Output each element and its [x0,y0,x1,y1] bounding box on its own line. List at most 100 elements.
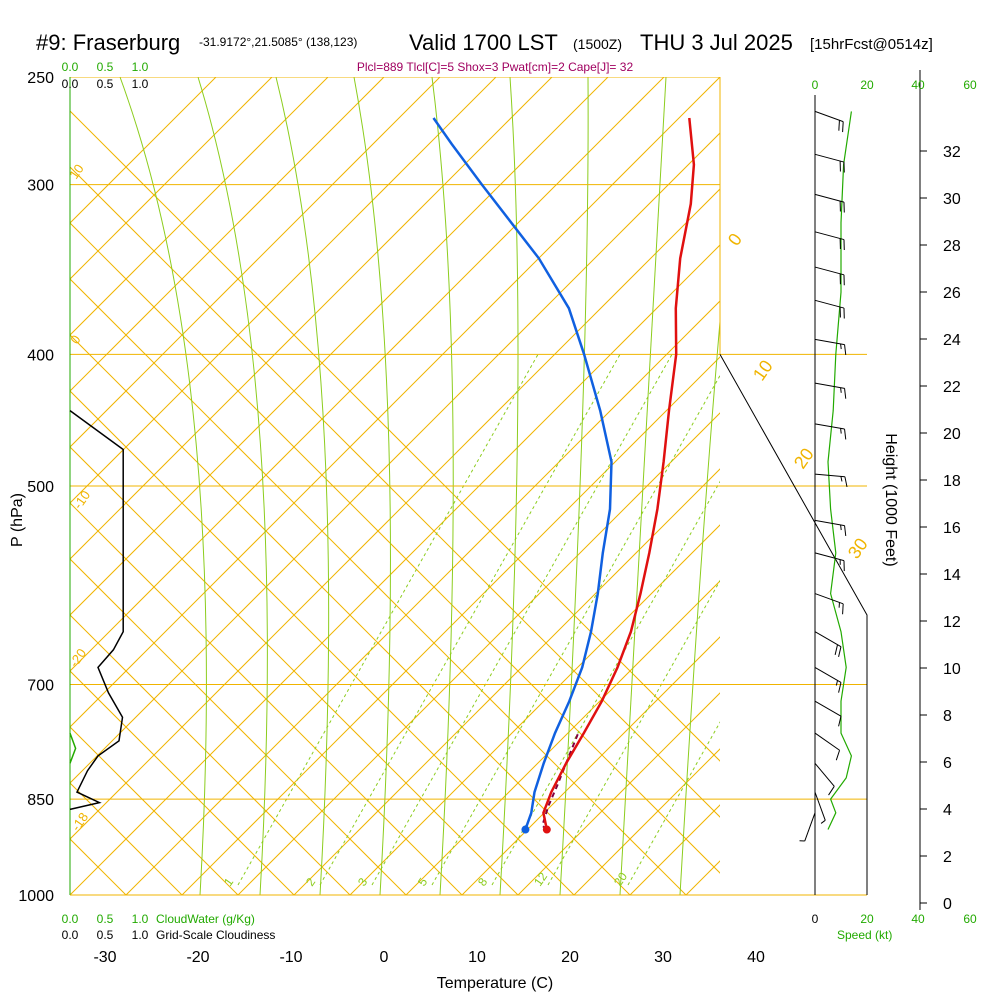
wind-barb [814,519,847,537]
wind-barb [814,732,841,761]
dry-adiabat [70,77,497,504]
wind-barb-flag [844,388,847,399]
dry-adiabat [70,558,407,895]
dry-adiabat [70,278,687,895]
wind-barb-flag [838,682,842,693]
height-tick-label: 20 [943,426,961,443]
height-tick-label: 16 [943,520,961,537]
wind-barb [814,266,845,286]
mixing-ratio-line [491,480,720,886]
wind-barb-staff [814,552,845,562]
wind-barb-staff [804,812,816,842]
height-tick-label: 32 [943,144,961,161]
mixing-ratio-label: 20 [611,869,630,888]
dry-adiabat-label: -18 [68,810,91,834]
wind-barb [814,423,847,440]
wind-barb-flag [835,750,841,761]
dry-adiabat [70,390,575,895]
speed-label: Speed (kt) [837,928,892,942]
wind-barb [799,812,816,842]
wind-barb-staff [814,193,845,203]
dry-adiabat [70,502,463,895]
dry-adiabat [70,77,385,392]
dry-adiabat [405,580,720,895]
dry-adiabat-label: -10 [70,488,93,512]
cloudwater-tick-top: 0.5 [97,60,114,74]
wind-barb-staff [814,631,842,648]
mixing-ratio-label: 5 [415,875,430,889]
dry-adiabat [70,726,239,895]
dry-adiabat [70,244,720,895]
dry-adiabat [70,110,720,762]
wind-barb [814,193,845,213]
speed-tick-bottom: 60 [963,912,977,926]
wind-barb-staff [814,519,845,527]
wind-barb [814,338,847,356]
wind-speed-line [827,111,853,830]
speed-tick-bottom: 0 [812,912,819,926]
cloudiness-tick-top: 0.0 [62,77,79,91]
wind-barb [814,153,845,173]
x-axis-title: Temperature (C) [437,975,553,992]
wind-barb-staff [814,299,845,309]
background-grid [70,77,720,895]
wind-barb-half [820,819,826,824]
dry-adiabat [70,222,720,874]
dry-adiabat [461,636,720,895]
temperature-tick-label: -20 [186,949,209,966]
cloudiness-label: Grid-Scale Cloudiness [156,928,275,942]
wind-barb-staff [814,667,842,683]
wind-barb-staff [814,338,845,346]
wind-barb-flag [838,120,840,131]
moist-adiabat [559,77,589,895]
moist-adiabat [679,315,720,895]
surface-temperature-marker [542,825,551,834]
dry-adiabat [70,894,71,895]
parcel-line [541,732,580,831]
temperature-tick-label: -10 [279,949,302,966]
wind-barb-flag [828,786,835,796]
speed-tick-bottom: 20 [860,912,874,926]
cloudwater-tick-bottom: 0.0 [62,912,79,926]
temperature-tick-label: 40 [747,949,765,966]
speed-tick-top: 0 [812,78,819,92]
cloudwater-label: CloudWater (g/Kg) [156,912,255,926]
dry-adiabat [70,77,329,336]
wind-barb-staff [814,473,845,478]
wind-barb-flag [842,603,844,615]
wind-barb-half [840,343,842,350]
height-tick-label: 28 [943,238,961,255]
moist-adiabat [353,77,391,895]
wind-barb-staff [814,791,826,821]
wind-barb [814,667,842,693]
cloudiness-tick-bottom: 0.0 [62,928,79,942]
pressure-tick-label: 400 [27,347,54,364]
valid-time: Valid 1700 LST [409,30,558,55]
pressure-tick-label: 500 [27,479,54,496]
temperature-tick-label: 30 [654,949,672,966]
height-tick-label: 12 [943,614,961,631]
wind-barb [814,552,845,572]
dewpoint-line [432,117,613,830]
cloudwater-tick-top: 1.0 [132,60,149,74]
height-tick-label: 2 [943,849,952,866]
dry-adiabat-label: 10 [66,161,87,181]
height-axis-title: Height (1000 Feet) [882,433,899,566]
wind-barb-staff [814,153,845,163]
cloudwater-line [69,732,77,764]
dry-adiabat [70,77,553,560]
dry-adiabat [70,77,217,224]
speed-tick-top: 20 [860,78,874,92]
wind-barb [814,382,847,399]
dry-adiabat [237,412,720,895]
station-coords: -31.9172°,21.5085° (138,123) [199,35,357,49]
wind-barb-half [840,476,843,482]
wind-barb-flag [844,428,847,440]
sounding-params: Plcl=889 Tlcl[C]=5 Shox=3 Pwat[cm]=2 Cap… [357,60,634,74]
dry-adiabat [70,614,351,895]
temperature-tick-label: 20 [561,949,579,966]
speed-tick-top: 40 [911,78,925,92]
height-tick-label: 14 [943,567,961,584]
pressure-tick-label: 300 [27,178,54,195]
